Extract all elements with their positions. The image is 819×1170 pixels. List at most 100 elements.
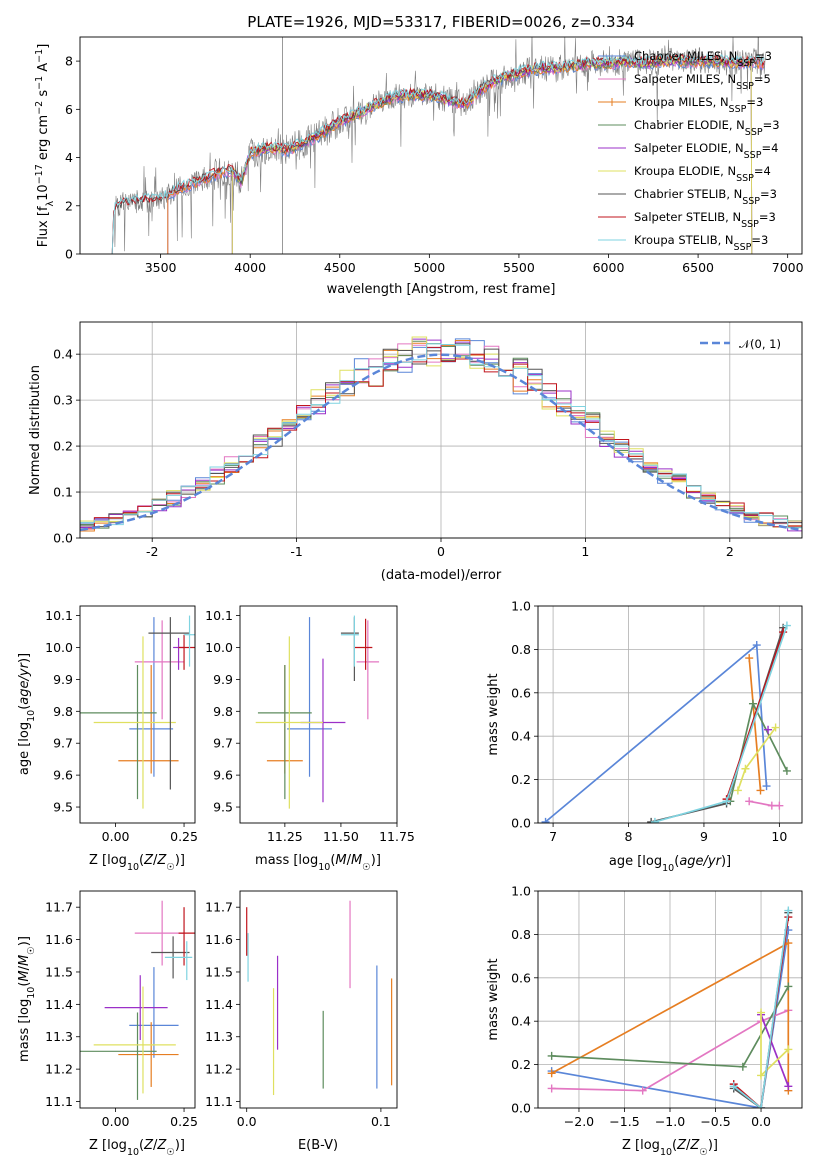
model-line-0 bbox=[167, 58, 765, 254]
weight-marker bbox=[547, 1069, 556, 1078]
mass-age-ticks: 11.25 11.50 11.75 9.5 9.6 9.7 9.8 9.9 10.0 10.1 bbox=[205, 608, 415, 844]
x-tick-label: 11.75 bbox=[379, 829, 415, 844]
weight-z-frame bbox=[537, 890, 803, 1109]
x-tick-label: -2 bbox=[146, 544, 158, 559]
y-tick-label: 11.6 bbox=[205, 932, 233, 947]
y-tick-label: 0.4 bbox=[53, 347, 73, 362]
y-tick-label: 11.3 bbox=[45, 1029, 73, 1044]
x-tick-label: 10 bbox=[771, 829, 787, 844]
x-tick-label: −1.5 bbox=[609, 1114, 639, 1129]
y-tick-label: 11.5 bbox=[45, 964, 73, 979]
weight-marker bbox=[748, 699, 757, 708]
x-tick-label: 6500 bbox=[682, 260, 714, 275]
x-tick-label: 0.1 bbox=[371, 1114, 391, 1129]
x-tick-label: −1.0 bbox=[655, 1114, 685, 1129]
legend-label: 𝒩(0, 1) bbox=[739, 337, 781, 351]
y-tick-label: 10.0 bbox=[205, 640, 233, 655]
y-tick-label: 11.3 bbox=[205, 1029, 233, 1044]
y-tick-label: 10.1 bbox=[45, 608, 73, 623]
weight-marker bbox=[757, 1104, 766, 1108]
weight-marker bbox=[547, 1051, 556, 1060]
x-tick-label: 4000 bbox=[234, 260, 266, 275]
y-tick-label: 9.8 bbox=[53, 704, 73, 719]
legend-label-6: Chabrier STELIB, NSSP=3 bbox=[634, 187, 777, 207]
y-tick-label: 11.2 bbox=[205, 1062, 233, 1077]
weight-marker bbox=[771, 723, 780, 732]
x-tick-label: −2.0 bbox=[564, 1114, 594, 1129]
weight-age-frame bbox=[537, 605, 803, 824]
x-tick-label: 9 bbox=[700, 829, 708, 844]
legend-label-5: Kroupa ELODIE, NSSP=4 bbox=[634, 164, 771, 184]
y-tick-label: 0.6 bbox=[511, 970, 531, 985]
y-tick-label: 9.9 bbox=[213, 672, 233, 687]
ebv-mass-x-label: E(B-V) bbox=[298, 1138, 338, 1153]
weight-line-4 bbox=[760, 1014, 790, 1087]
x-tick-label: 0.00 bbox=[102, 829, 130, 844]
y-tick-label: 0.0 bbox=[511, 816, 531, 831]
weight-marker bbox=[764, 725, 773, 734]
residual-x-label: (data-model)/error bbox=[381, 568, 502, 583]
y-tick-label: 11.4 bbox=[45, 997, 73, 1012]
weight-marker bbox=[784, 982, 793, 991]
ebv-mass-frame bbox=[239, 890, 398, 1109]
weight-age-x-label: age [log10(age/yr)] bbox=[609, 854, 731, 874]
x-tick-label: 4500 bbox=[324, 260, 356, 275]
weight-line-8 bbox=[654, 625, 788, 823]
legend-label-7: Salpeter STELIB, NSSP=3 bbox=[634, 210, 776, 230]
x-tick-label: 7000 bbox=[772, 260, 804, 275]
weight-marker bbox=[757, 1071, 766, 1080]
spectrum-plot-area bbox=[111, 37, 767, 254]
z-mass-y-label: mass [log10(M/M☉)] bbox=[17, 936, 37, 1062]
y-tick-label: 4 bbox=[65, 150, 73, 165]
y-tick-label: 11.1 bbox=[205, 1094, 233, 1109]
y-tick-label: 9.5 bbox=[213, 800, 233, 815]
x-tick-label: 0.25 bbox=[170, 1114, 198, 1129]
spectrum-y-label: Flux [fλ10−17 erg cm−2 s−1 A−1] bbox=[34, 44, 56, 248]
normal-curve bbox=[80, 353, 802, 532]
y-tick-label: 2 bbox=[65, 198, 73, 213]
residuals-frame bbox=[79, 321, 803, 539]
weight-line-2 bbox=[748, 658, 762, 791]
residual-plot-area bbox=[80, 336, 802, 535]
weight-marker bbox=[745, 797, 754, 806]
y-tick-label: 9.6 bbox=[53, 768, 73, 783]
z-age-ticks: 0.00 0.25 9.5 9.6 9.7 9.8 9.9 10.0 10.1 bbox=[45, 608, 198, 844]
y-tick-label: 0.2 bbox=[511, 1057, 531, 1072]
legend-label-4: Salpeter ELODIE, NSSP=4 bbox=[634, 141, 778, 161]
weight-z-ticks: −2.0 −1.5 −1.0 −0.5 0.0 0.0 0.2 0.4 0.6 0.8 1.0 bbox=[511, 884, 771, 1130]
model-line-8 bbox=[111, 53, 765, 254]
y-tick-label: 0.4 bbox=[511, 1014, 531, 1029]
weight-age-plot-area bbox=[541, 621, 791, 823]
legend-label-3: Chabrier ELODIE, NSSP=3 bbox=[634, 118, 780, 138]
weight-marker bbox=[745, 654, 754, 663]
z-age-frame bbox=[79, 605, 196, 824]
residuals-ticks: -2 -1 0 1 2 0.0 0.1 0.2 0.3 0.4 bbox=[53, 347, 734, 559]
x-tick-label: 8 bbox=[625, 829, 633, 844]
z-age-plot-area bbox=[80, 615, 195, 809]
weight-z-y-label: mass weight bbox=[486, 958, 501, 1040]
weight-marker bbox=[650, 817, 659, 823]
weight-marker bbox=[541, 817, 550, 823]
ebv-mass-plot-area bbox=[246, 900, 393, 1096]
spectrum-legend: Chabrier MILES, NSSP=3 Salpeter MILES, NS… bbox=[598, 49, 780, 253]
weight-marker bbox=[733, 786, 742, 795]
weight-marker bbox=[741, 764, 750, 773]
spectrum-frame bbox=[79, 36, 803, 255]
y-tick-label: 11.7 bbox=[45, 900, 73, 915]
weight-age-ticks: 7 8 9 10 0.0 0.2 0.4 0.6 0.8 1.0 bbox=[511, 599, 787, 845]
z-mass-plot-area bbox=[80, 900, 195, 1100]
model-line-6 bbox=[111, 54, 765, 254]
weight-marker bbox=[757, 1008, 766, 1017]
y-tick-label: 11.1 bbox=[45, 1094, 73, 1109]
y-tick-label: 0 bbox=[65, 247, 73, 262]
weight-line-8 bbox=[733, 910, 790, 1108]
x-tick-label: 6000 bbox=[593, 260, 625, 275]
weight-marker bbox=[638, 1086, 647, 1095]
mass-age-x-label: mass [log10(M/M☉)] bbox=[255, 853, 381, 873]
weight-age-y-label: mass weight bbox=[486, 673, 501, 755]
y-tick-label: 0.6 bbox=[511, 685, 531, 700]
weight-marker bbox=[752, 641, 761, 650]
x-tick-label: 0.0 bbox=[751, 1114, 771, 1129]
z-mass-frame bbox=[79, 890, 196, 1109]
weight-marker bbox=[762, 782, 771, 791]
